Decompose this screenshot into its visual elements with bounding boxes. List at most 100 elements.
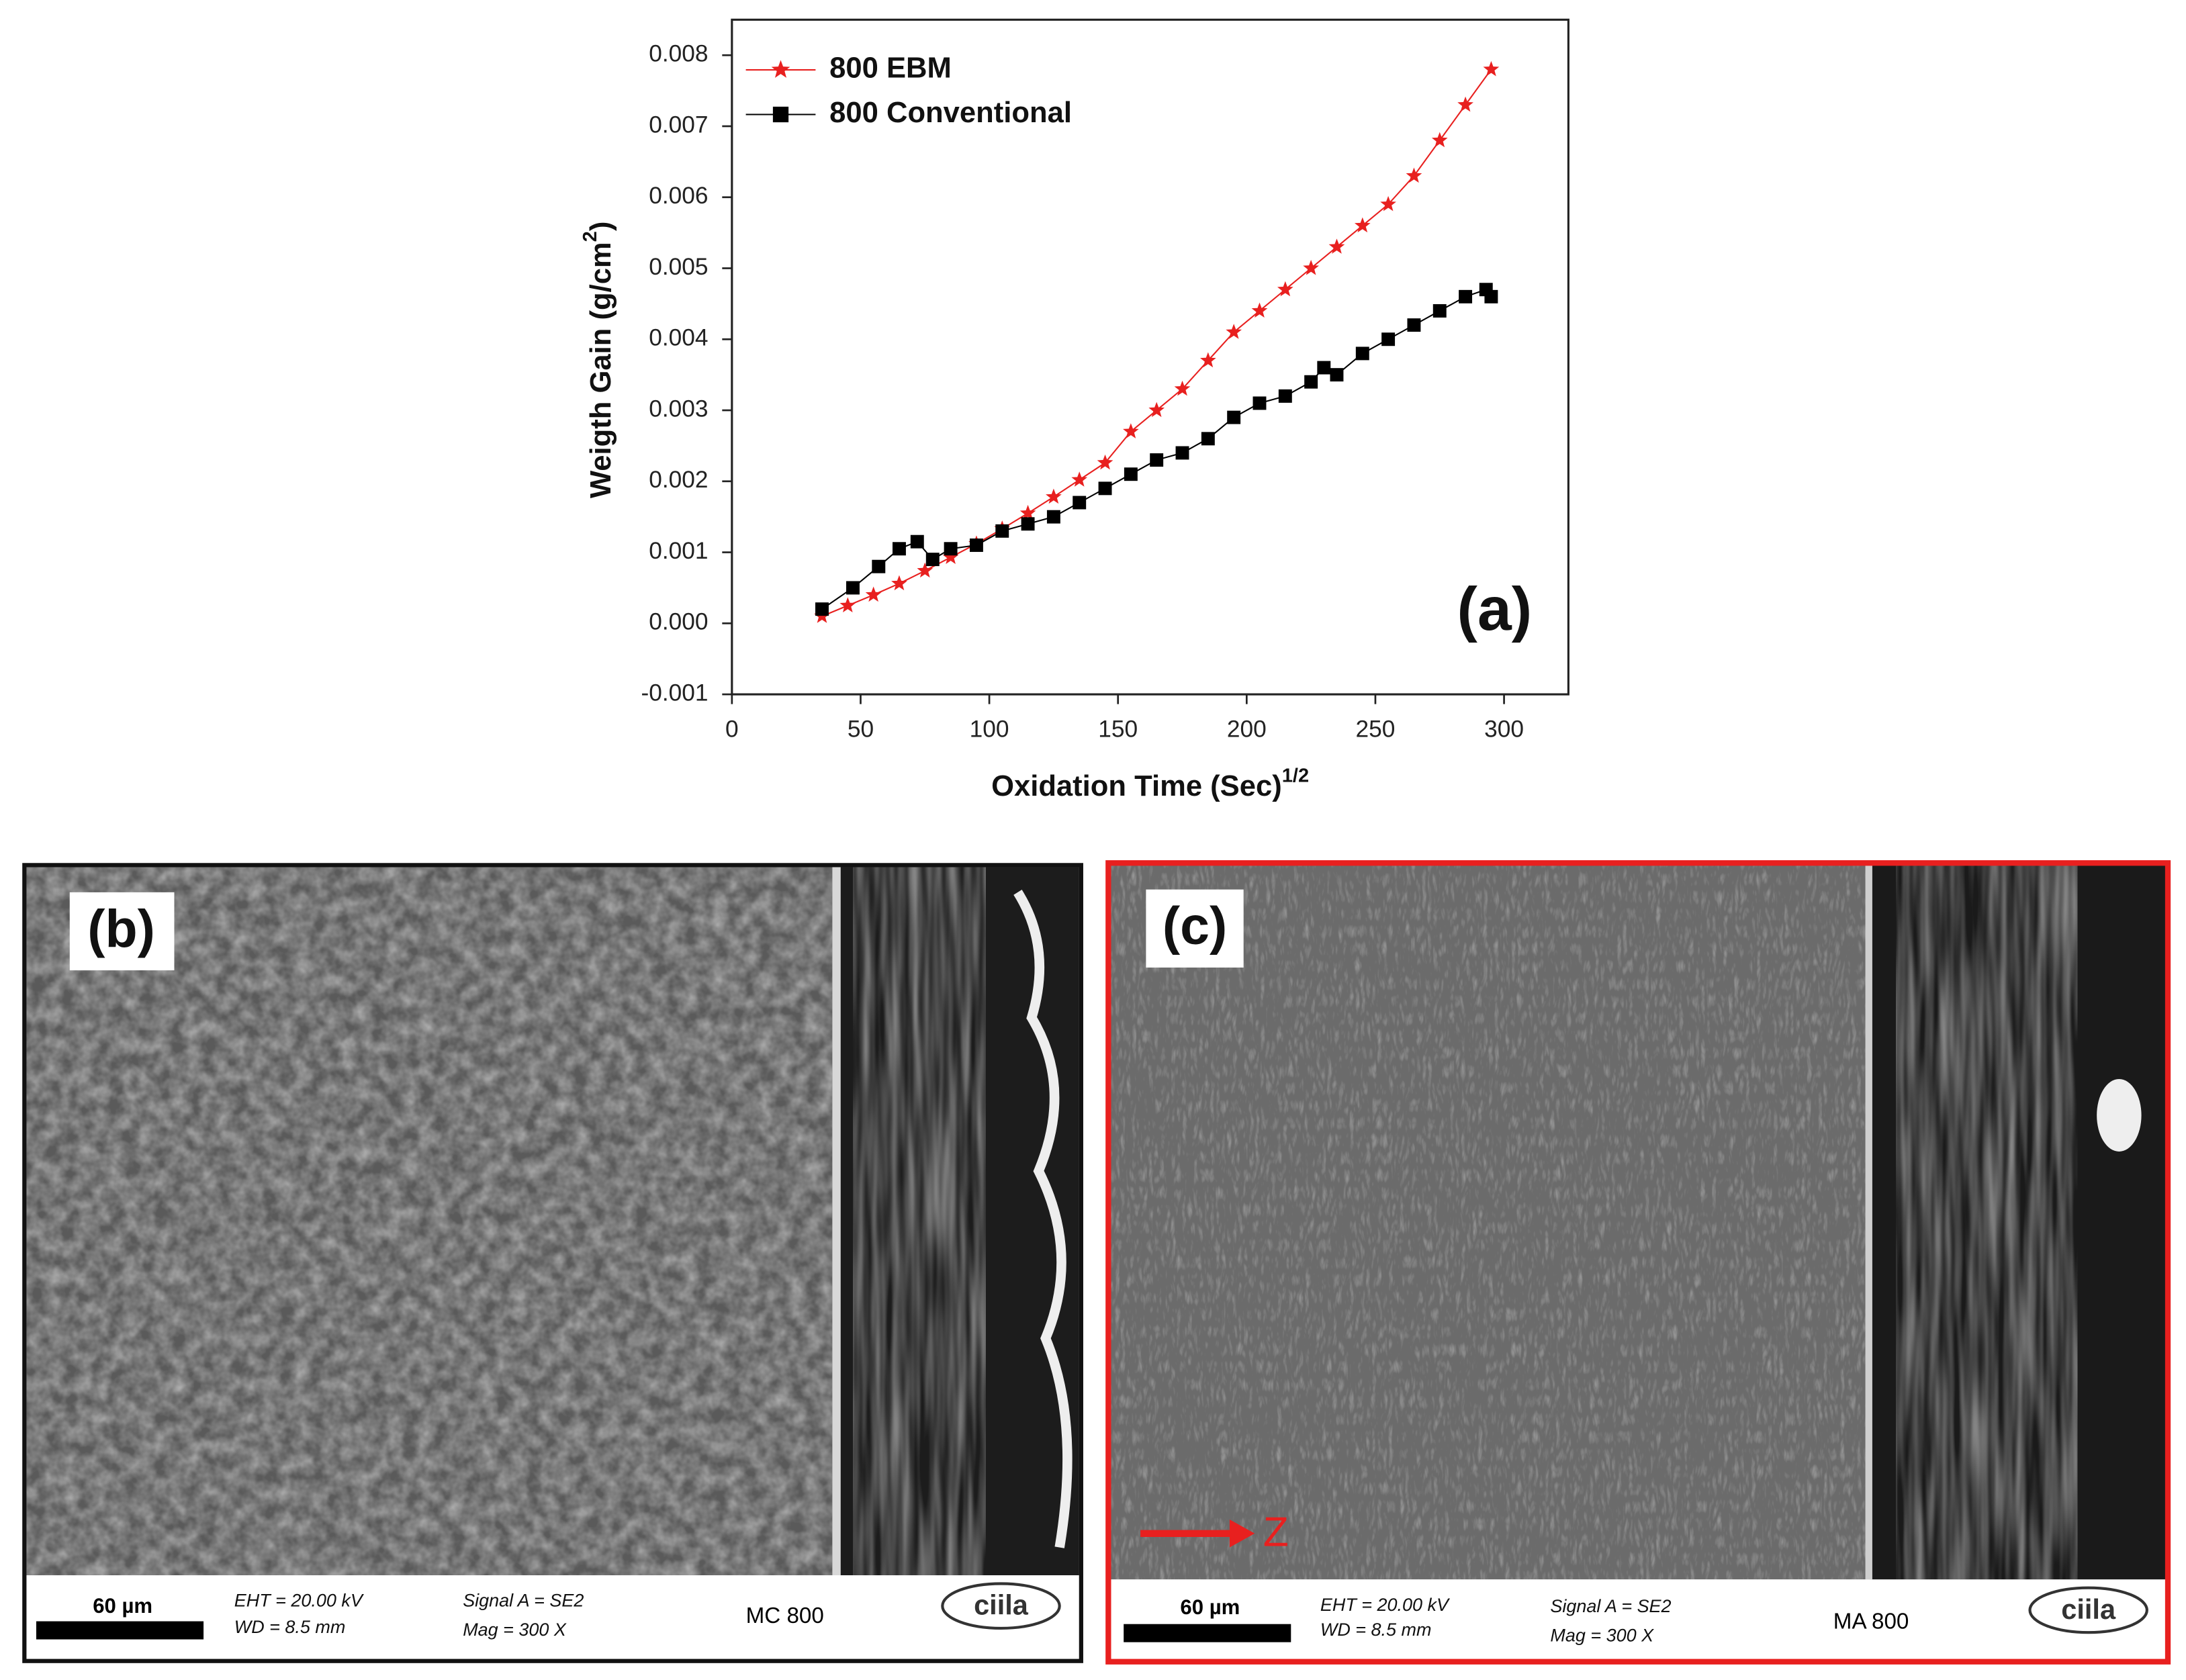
mount-edge bbox=[1013, 889, 1073, 1548]
square-marker bbox=[815, 602, 829, 616]
x-axis-label: Oxidation Time (Sec)1/2 bbox=[991, 765, 1309, 802]
mag: Mag = 300 X bbox=[1550, 1625, 1654, 1645]
scale-label: 60 µm bbox=[93, 1594, 152, 1618]
interface bbox=[832, 867, 841, 1576]
x-tick-label: 200 bbox=[1227, 716, 1267, 742]
wd: WD = 8.5 mm bbox=[1320, 1620, 1432, 1640]
panel-label: (a) bbox=[1457, 575, 1533, 643]
y-tick-label: 0.007 bbox=[649, 111, 708, 138]
square-marker bbox=[872, 559, 886, 573]
star-marker bbox=[1457, 96, 1473, 112]
star-marker bbox=[1251, 302, 1268, 318]
y-axis-label: Weigth Gain (g/cm2) bbox=[580, 222, 617, 498]
square-marker bbox=[1484, 289, 1498, 304]
star-marker bbox=[1199, 352, 1216, 368]
star-marker bbox=[1380, 195, 1396, 212]
y-tick-label: 0.004 bbox=[649, 325, 708, 351]
scale-bar bbox=[36, 1621, 204, 1640]
mag: Mag = 300 X bbox=[463, 1620, 567, 1640]
logo bbox=[941, 1582, 1061, 1630]
star-marker bbox=[942, 549, 959, 565]
square-marker bbox=[892, 542, 906, 556]
square-marker bbox=[1227, 410, 1241, 424]
y-tick-label: 0.001 bbox=[649, 538, 708, 564]
square-marker bbox=[1124, 467, 1138, 481]
sem-texture bbox=[26, 867, 833, 1576]
x-tick-label: 0 bbox=[725, 716, 739, 742]
plot-frame bbox=[731, 18, 1569, 696]
x-tick-label: 100 bbox=[970, 716, 1009, 742]
square-marker bbox=[925, 553, 940, 567]
square-marker bbox=[1381, 332, 1396, 346]
square-marker bbox=[1098, 481, 1112, 496]
info-bar bbox=[26, 1575, 1079, 1659]
mount-feature bbox=[2097, 1079, 2142, 1152]
scale-bar bbox=[1124, 1624, 1291, 1642]
oxide-texture bbox=[1896, 864, 2078, 1580]
logo-text: ciila bbox=[2061, 1593, 2116, 1625]
square-marker bbox=[1046, 510, 1060, 524]
square-marker bbox=[1330, 368, 1344, 382]
star-marker bbox=[917, 562, 933, 578]
y-tick-label: 0.006 bbox=[649, 183, 708, 209]
star-marker bbox=[1019, 504, 1036, 520]
square-marker bbox=[1150, 453, 1164, 467]
sem-texture bbox=[1109, 864, 1870, 1580]
y-tick-label: 0.000 bbox=[649, 609, 708, 635]
square-marker bbox=[1175, 446, 1189, 460]
sem-panel-c: Z (c) 60 µm EHT = 20.00 kV WD = 8.5 mm S… bbox=[1105, 860, 2171, 1665]
y-tick-label: -0.001 bbox=[641, 680, 709, 706]
y-axis-label-main: Weigth Gain (g/cm bbox=[584, 242, 617, 498]
eht: EHT = 20.00 kV bbox=[1320, 1595, 1451, 1615]
x-tick-label: 50 bbox=[848, 716, 874, 742]
sem-panel-b: (b) 60 µm EHT = 20.00 kV WD = 8.5 mm Sig… bbox=[22, 863, 1083, 1663]
legend-marker bbox=[771, 60, 790, 78]
star-marker bbox=[1123, 423, 1139, 438]
star-marker bbox=[1354, 217, 1371, 233]
star-marker bbox=[1328, 238, 1345, 254]
chart-a: Weigth Gain (g/cm2) Oxidation Time (Sec)… bbox=[580, 18, 1569, 802]
square-marker bbox=[944, 542, 958, 556]
sample: MA 800 bbox=[1833, 1609, 1909, 1634]
square-marker bbox=[1021, 517, 1035, 531]
square-marker bbox=[1253, 396, 1267, 410]
x-tick-label: 300 bbox=[1484, 716, 1524, 742]
square-marker bbox=[1073, 496, 1087, 510]
star-marker bbox=[1046, 488, 1062, 504]
sample: MC 800 bbox=[746, 1603, 824, 1628]
signal: Signal A = SE2 bbox=[463, 1591, 584, 1611]
star-marker bbox=[1148, 402, 1165, 418]
x-tick-label: 150 bbox=[1098, 716, 1138, 742]
x-axis-label-sup: 1/2 bbox=[1282, 765, 1309, 786]
logo bbox=[2028, 1586, 2148, 1634]
legend-label: 800 Conventional bbox=[829, 97, 1072, 129]
info-bar bbox=[1109, 1579, 2167, 1661]
square-marker bbox=[1201, 432, 1215, 446]
square-marker bbox=[1459, 289, 1473, 304]
legend-marker bbox=[772, 106, 789, 123]
x-tick-label: 250 bbox=[1356, 716, 1396, 742]
star-marker bbox=[839, 597, 856, 612]
star-marker bbox=[1226, 324, 1242, 339]
star-marker bbox=[891, 575, 907, 591]
signal: Signal A = SE2 bbox=[1550, 1596, 1671, 1616]
square-marker bbox=[995, 524, 1009, 538]
star-marker bbox=[1483, 60, 1500, 77]
y-axis-label-end: ) bbox=[584, 222, 617, 232]
panel-border bbox=[1105, 860, 2171, 1665]
y-tick-label: 0.008 bbox=[649, 41, 708, 67]
square-marker bbox=[1407, 318, 1421, 332]
star-marker bbox=[1303, 260, 1319, 275]
star-marker bbox=[1174, 380, 1191, 396]
square-marker bbox=[969, 539, 983, 552]
star-marker bbox=[1097, 454, 1113, 470]
interface bbox=[1865, 864, 1872, 1580]
square-marker bbox=[910, 534, 924, 549]
wd: WD = 8.5 mm bbox=[234, 1617, 346, 1637]
scale-label: 60 µm bbox=[1180, 1595, 1240, 1619]
logo-text: ciila bbox=[974, 1589, 1029, 1621]
star-marker bbox=[1406, 167, 1422, 183]
y-axis-label-sup: 2 bbox=[580, 231, 601, 242]
y-tick-label: 0.002 bbox=[649, 467, 708, 493]
